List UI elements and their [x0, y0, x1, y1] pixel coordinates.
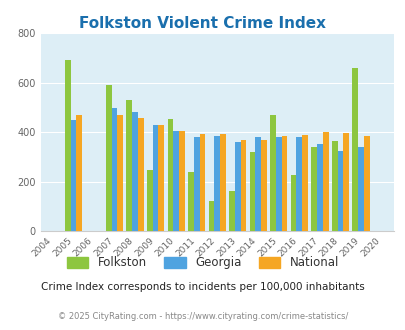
Bar [70, 120, 76, 231]
Bar [337, 151, 343, 231]
Bar [117, 115, 123, 231]
Bar [296, 137, 301, 231]
Bar [234, 142, 240, 231]
Bar [331, 141, 337, 231]
Bar [208, 201, 214, 231]
Bar [275, 138, 281, 231]
Bar [173, 131, 179, 231]
Bar [255, 138, 260, 231]
Bar [106, 85, 111, 231]
Bar [199, 135, 205, 231]
Bar [65, 60, 70, 231]
Bar [352, 68, 357, 231]
Bar [301, 135, 307, 231]
Legend: Folkston, Georgia, National: Folkston, Georgia, National [62, 252, 343, 274]
Bar [363, 136, 369, 231]
Bar [138, 118, 143, 231]
Text: Crime Index corresponds to incidents per 100,000 inhabitants: Crime Index corresponds to incidents per… [41, 282, 364, 292]
Bar [126, 100, 132, 231]
Text: Folkston Violent Crime Index: Folkston Violent Crime Index [79, 16, 326, 31]
Bar [343, 133, 348, 231]
Bar [240, 140, 246, 231]
Bar [132, 112, 138, 231]
Bar [167, 119, 173, 231]
Bar [316, 144, 322, 231]
Bar [357, 148, 363, 231]
Bar [270, 115, 275, 231]
Bar [158, 125, 164, 231]
Bar [228, 191, 234, 231]
Bar [220, 135, 225, 231]
Bar [76, 115, 82, 231]
Bar [311, 147, 316, 231]
Bar [322, 132, 328, 231]
Bar [290, 175, 296, 231]
Bar [260, 140, 266, 231]
Bar [179, 131, 184, 231]
Bar [214, 136, 220, 231]
Bar [281, 136, 287, 231]
Bar [147, 170, 152, 231]
Bar [249, 152, 255, 231]
Bar [188, 172, 193, 231]
Bar [111, 108, 117, 231]
Text: © 2025 CityRating.com - https://www.cityrating.com/crime-statistics/: © 2025 CityRating.com - https://www.city… [58, 312, 347, 321]
Bar [152, 125, 158, 231]
Bar [193, 138, 199, 231]
